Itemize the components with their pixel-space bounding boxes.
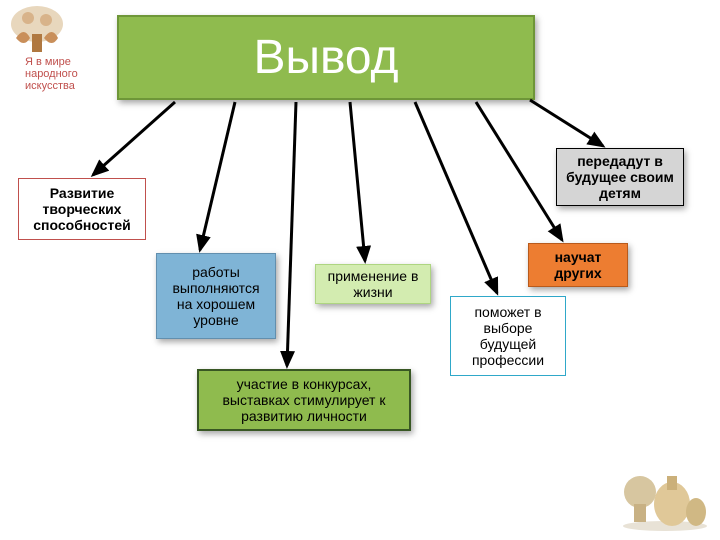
node-life: применение в жизни — [315, 264, 431, 304]
arrow-a-life — [350, 102, 365, 261]
node-creative-text: Развитие творческих способностей — [25, 185, 139, 233]
node-profession: поможет в выборе будущей профессии — [450, 296, 566, 376]
arrow-a-works — [200, 102, 235, 250]
node-works-level-text: работы выполняются на хорошем уровне — [163, 264, 269, 328]
node-teach: научат других — [528, 243, 628, 287]
corner-label: Я в мире народного искусства — [25, 56, 95, 92]
node-contests-text: участие в конкурсах, выставках стимулиру… — [205, 376, 403, 424]
node-works-level: работы выполняются на хорошем уровне — [156, 253, 276, 339]
arrow-a-contests — [287, 102, 296, 366]
node-profession-text: поможет в выборе будущей профессии — [457, 304, 559, 368]
decor-bottom-right — [620, 460, 710, 532]
title-box: Вывод — [117, 15, 535, 100]
title-text: Вывод — [253, 30, 398, 85]
node-creative: Развитие творческих способностей — [18, 178, 146, 240]
node-teach-text: научат других — [535, 249, 621, 281]
node-future: передадут в будущее своим детям — [556, 148, 684, 206]
decor-top-left — [6, 4, 68, 58]
node-future-text: передадут в будущее своим детям — [563, 153, 677, 201]
node-life-text: применение в жизни — [322, 268, 424, 300]
arrow-a-teach — [476, 102, 562, 240]
node-contests: участие в конкурсах, выставках стимулиру… — [197, 369, 411, 431]
arrow-a-creative — [93, 102, 175, 175]
arrow-a-future — [530, 100, 603, 146]
